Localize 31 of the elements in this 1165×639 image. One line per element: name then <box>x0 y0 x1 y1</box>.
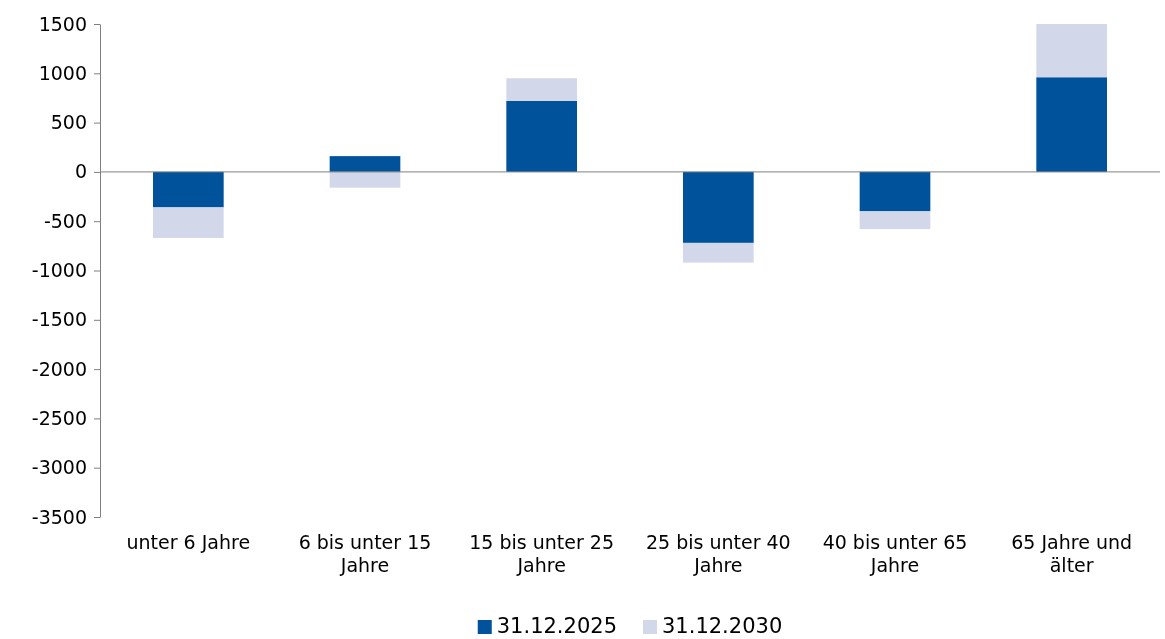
y-tick-label: -2000 <box>31 357 87 380</box>
bar <box>1036 77 1107 172</box>
y-tick-label: 1500 <box>38 12 87 35</box>
y-tick-label: 500 <box>50 111 87 134</box>
bar <box>683 171 754 243</box>
bar <box>506 100 577 172</box>
x-tick-label: 65 Jahre und älter <box>1011 531 1133 576</box>
legend-label: 31.12.2025 <box>496 614 617 638</box>
y-tick-label: 0 <box>74 160 87 183</box>
legend-label: 31.12.2030 <box>662 614 783 638</box>
x-tick-label: 15 bis unter 25 Jahre <box>469 531 615 576</box>
y-tick-label: -3000 <box>31 456 87 479</box>
y-tick-label: -2500 <box>31 406 87 429</box>
bar <box>153 171 224 208</box>
y-tick-label: -1500 <box>31 308 87 331</box>
bar <box>506 78 577 101</box>
x-tick-label: 25 bis unter 40 Jahre <box>645 531 791 576</box>
bar <box>1036 24 1107 78</box>
bar <box>859 211 931 230</box>
y-tick-label: -500 <box>43 209 87 232</box>
x-tick-label: 40 bis unter 65 Jahre <box>822 531 968 576</box>
x-tick-label: 6 bis unter 15 Jahre <box>298 531 432 576</box>
bar <box>329 171 401 188</box>
bar <box>683 242 754 263</box>
bar <box>153 207 224 238</box>
bar <box>859 171 931 212</box>
y-tick-label: -1000 <box>31 259 87 282</box>
x-tick-label: unter 6 Jahre <box>126 531 251 553</box>
bar <box>329 156 401 172</box>
y-tick-label: 1000 <box>38 61 87 84</box>
y-tick-label: -3500 <box>31 505 87 528</box>
